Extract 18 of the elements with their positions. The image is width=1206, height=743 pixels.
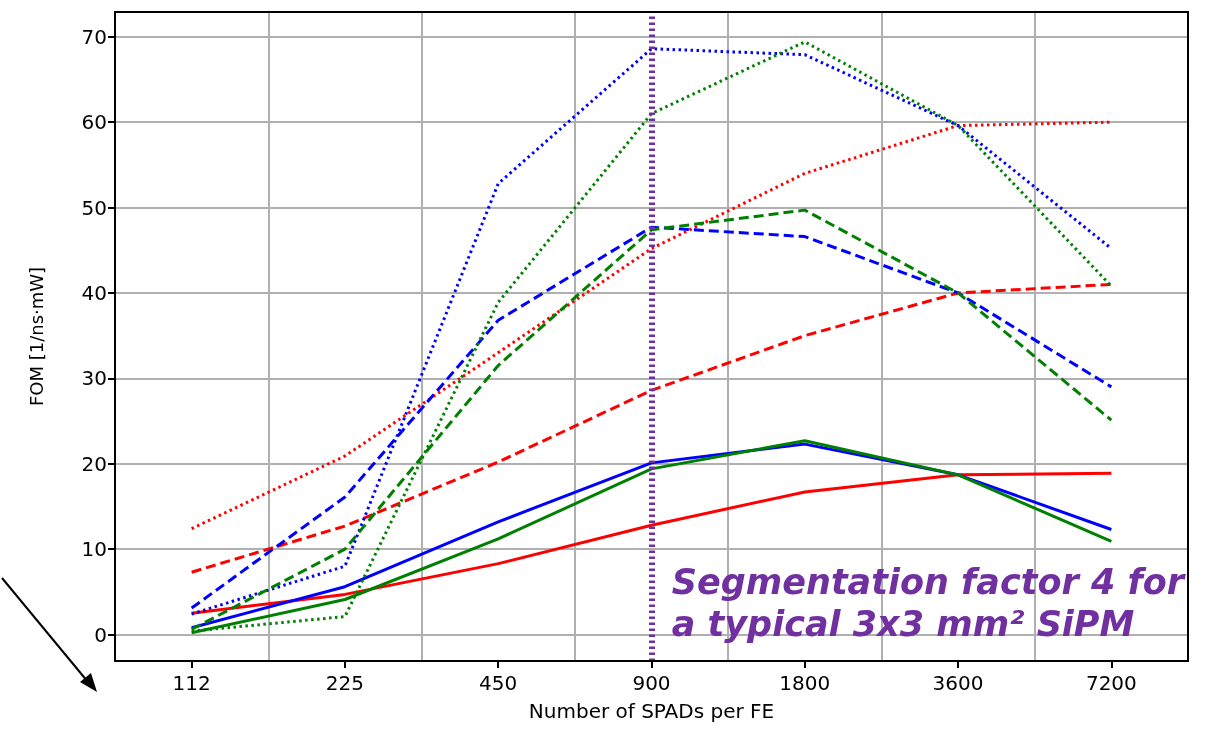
x-tick-label: 900: [632, 671, 671, 695]
x-tick-label: 225: [325, 671, 365, 695]
x-tick-label: 112: [172, 671, 211, 695]
x-tick-label: 450: [479, 671, 518, 695]
x-axis-title: Number of SPADs per FE: [528, 699, 775, 723]
x-tick-label: 3600: [932, 671, 984, 695]
y-tick-label: 0: [94, 622, 107, 647]
y-tick-label: 60: [81, 110, 107, 135]
annotation: Segmentation factor 4 for a typical 3x3 mm² SiPM: [671, 562, 1187, 644]
y-tick-label: 50: [81, 195, 107, 220]
x-tick-label: 7200: [1085, 671, 1137, 695]
y-tick-label: 70: [81, 24, 107, 49]
y-axis-title: FOM [1/ns·mW]: [25, 266, 47, 407]
x-tick-label: 1800: [779, 671, 831, 695]
y-tick-label: 30: [81, 366, 107, 391]
y-tick-label: 10: [81, 537, 107, 562]
y-tick-label: 40: [81, 280, 107, 305]
y-tick-label: 20: [81, 451, 107, 476]
